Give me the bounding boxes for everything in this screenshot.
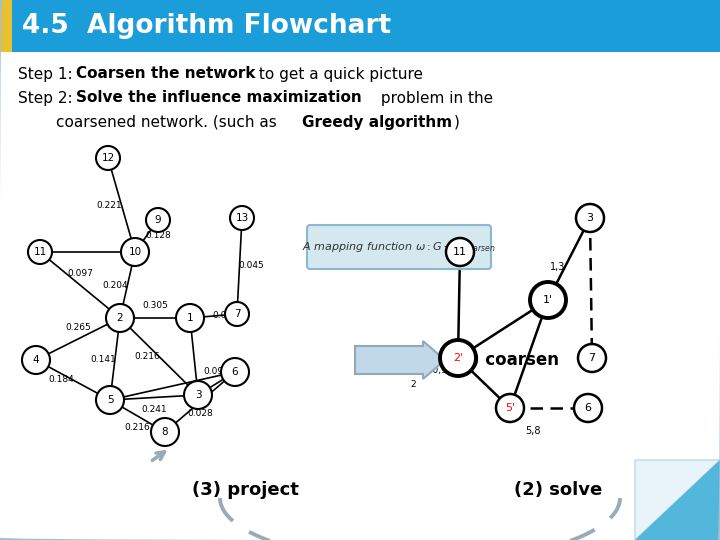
Text: 7: 7 <box>234 309 240 319</box>
Text: A mapping function $\omega : G \rightarrow G_{coarsen}$: A mapping function $\omega : G \rightarr… <box>302 240 496 254</box>
Circle shape <box>96 146 120 170</box>
Text: to get a quick picture: to get a quick picture <box>254 66 423 82</box>
Text: coarsened network. (such as: coarsened network. (such as <box>56 114 282 130</box>
Text: 7: 7 <box>588 353 595 363</box>
Text: 13: 13 <box>235 213 248 223</box>
Text: 6: 6 <box>585 403 592 413</box>
Text: ): ) <box>454 114 460 130</box>
Text: (2) solve: (2) solve <box>514 481 602 499</box>
Text: 0.045: 0.045 <box>238 261 264 271</box>
Text: 0.204: 0.204 <box>103 280 128 289</box>
Circle shape <box>225 302 249 326</box>
Text: 5': 5' <box>505 403 515 413</box>
Text: Coarsen the network: Coarsen the network <box>76 66 256 82</box>
Circle shape <box>440 340 476 376</box>
Text: 5,8: 5,8 <box>525 426 541 436</box>
Circle shape <box>446 238 474 266</box>
Text: Step 1:: Step 1: <box>18 66 78 82</box>
Circle shape <box>121 238 149 266</box>
Circle shape <box>230 206 254 230</box>
Polygon shape <box>635 460 720 540</box>
Circle shape <box>496 394 524 422</box>
FancyArrow shape <box>355 341 445 379</box>
Text: 10: 10 <box>128 247 142 257</box>
Text: 8: 8 <box>162 427 168 437</box>
Circle shape <box>184 381 212 409</box>
Circle shape <box>574 394 602 422</box>
Text: 0.216: 0.216 <box>125 423 150 433</box>
Text: 5: 5 <box>107 395 113 405</box>
Text: 0.241: 0.241 <box>141 405 167 414</box>
Circle shape <box>530 282 566 318</box>
Text: Greedy algorithm: Greedy algorithm <box>302 114 452 130</box>
Text: 1': 1' <box>543 295 553 305</box>
Text: 0.305: 0.305 <box>142 301 168 310</box>
Text: 0.128: 0.128 <box>145 232 171 240</box>
Circle shape <box>176 304 204 332</box>
Text: 0.051: 0.051 <box>212 312 238 321</box>
Text: 2': 2' <box>453 353 463 363</box>
Circle shape <box>151 418 179 446</box>
Text: problem in the: problem in the <box>376 91 493 105</box>
FancyBboxPatch shape <box>0 0 12 52</box>
Polygon shape <box>635 460 720 540</box>
Text: 0.265: 0.265 <box>65 322 91 332</box>
Circle shape <box>146 208 170 232</box>
Text: 2: 2 <box>117 313 123 323</box>
Text: 2,4,10,9,: 2,4,10,9, <box>410 366 449 375</box>
Text: 1: 1 <box>186 313 193 323</box>
Text: 11: 11 <box>453 247 467 257</box>
Text: 6: 6 <box>232 367 238 377</box>
Text: 12: 12 <box>102 153 114 163</box>
Circle shape <box>96 386 124 414</box>
Circle shape <box>22 346 50 374</box>
Text: 0.216: 0.216 <box>134 352 160 361</box>
Text: 0.141: 0.141 <box>90 354 116 363</box>
Text: 4: 4 <box>32 355 40 365</box>
Circle shape <box>106 304 134 332</box>
Text: 0.097: 0.097 <box>204 367 230 376</box>
FancyBboxPatch shape <box>0 0 720 52</box>
Text: (1) coarsen: (1) coarsen <box>453 351 559 369</box>
Text: 2: 2 <box>410 380 415 389</box>
Text: 0.221: 0.221 <box>96 200 122 210</box>
Text: 3: 3 <box>587 213 593 223</box>
Circle shape <box>221 358 249 386</box>
Text: 11: 11 <box>33 247 47 257</box>
Text: 9: 9 <box>155 215 161 225</box>
Text: (3) project: (3) project <box>192 481 298 499</box>
Text: 0.097: 0.097 <box>67 268 93 278</box>
Text: Solve the influence maximization: Solve the influence maximization <box>76 91 361 105</box>
Circle shape <box>576 204 604 232</box>
Text: 4.5  Algorithm Flowchart: 4.5 Algorithm Flowchart <box>22 13 391 39</box>
Text: 3: 3 <box>194 390 202 400</box>
Circle shape <box>578 344 606 372</box>
Text: 0.184: 0.184 <box>48 375 74 384</box>
Text: 0.028: 0.028 <box>187 409 213 418</box>
Circle shape <box>28 240 52 264</box>
FancyBboxPatch shape <box>307 225 491 269</box>
Text: 1,3: 1,3 <box>550 262 566 272</box>
Text: Step 2:: Step 2: <box>18 91 78 105</box>
